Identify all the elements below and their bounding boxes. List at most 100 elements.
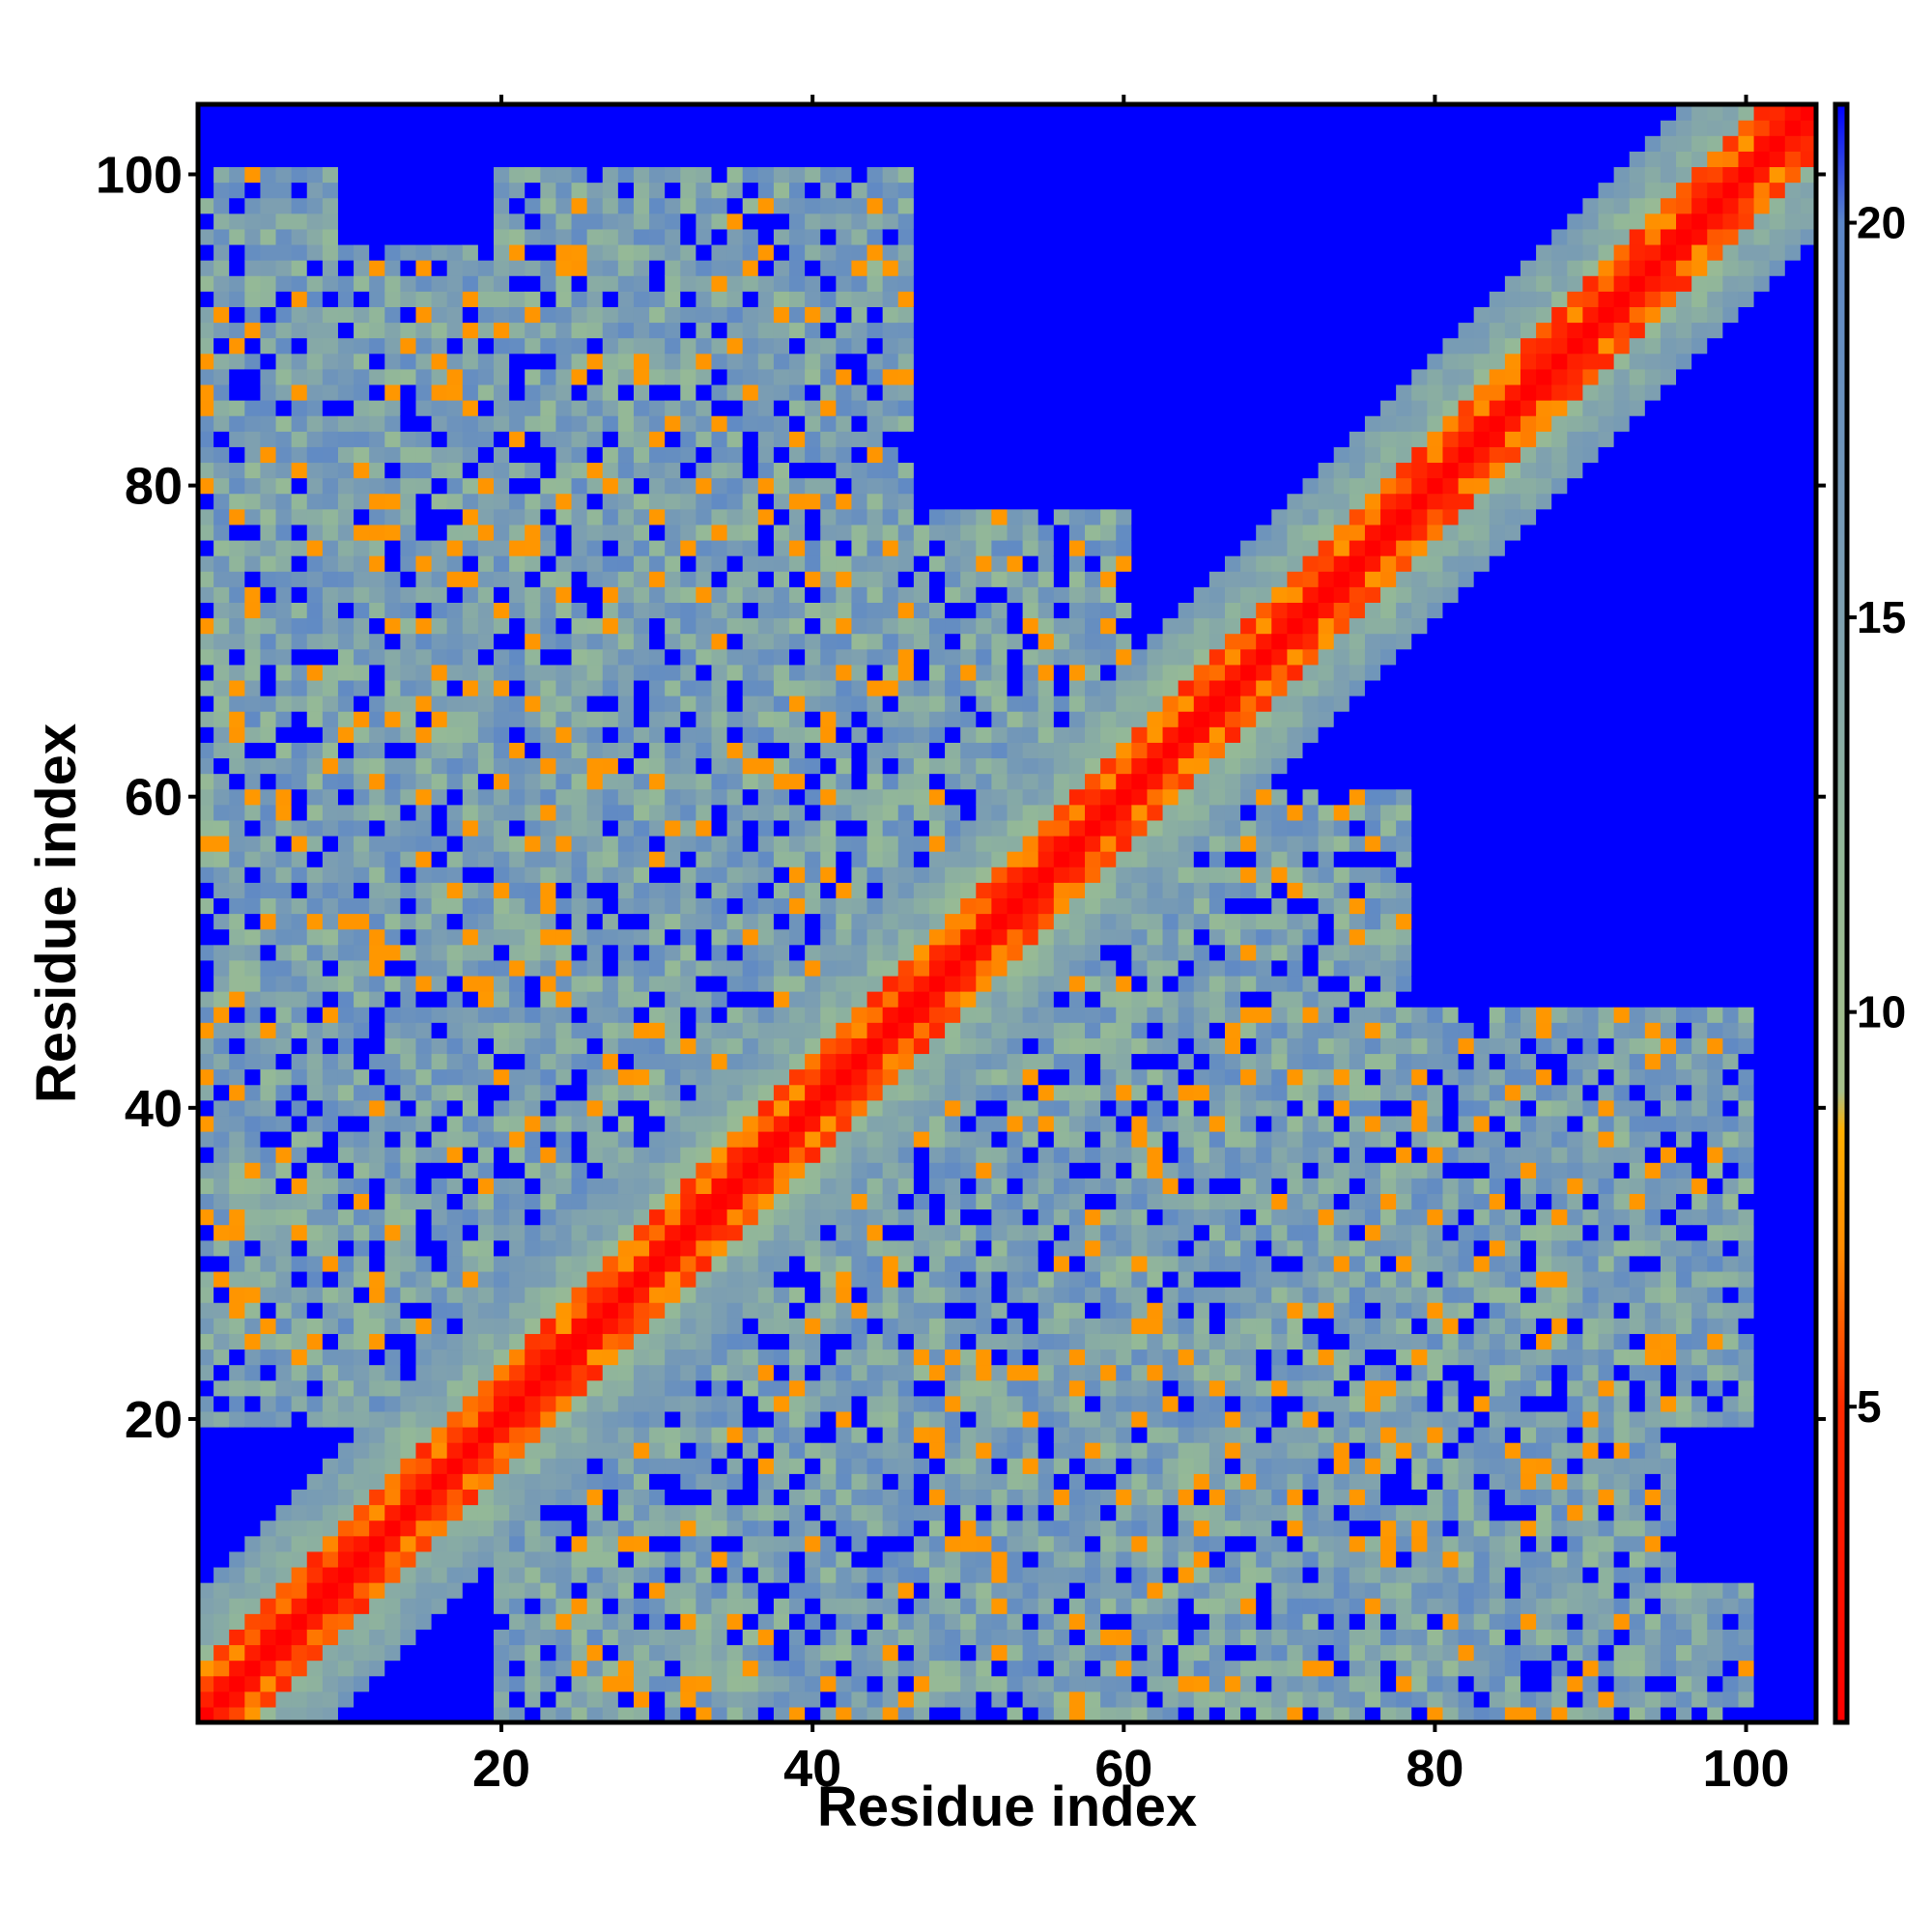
- heatmap-cell: [415, 135, 433, 152]
- heatmap-cell: [446, 1675, 464, 1692]
- heatmap-cell: [369, 1318, 385, 1334]
- heatmap-cell: [805, 120, 821, 136]
- heatmap-cell: [415, 1318, 433, 1334]
- heatmap-cell: [462, 275, 479, 292]
- heatmap-cell: [789, 975, 806, 992]
- heatmap-cell: [757, 166, 775, 184]
- heatmap-cell: [213, 1270, 230, 1288]
- heatmap-cell: [711, 1675, 728, 1692]
- heatmap-cell: [897, 555, 915, 572]
- heatmap-cell: [696, 1349, 713, 1366]
- heatmap-cell: [913, 213, 930, 230]
- heatmap-cell: [836, 1193, 853, 1210]
- heatmap-cell: [244, 228, 262, 245]
- heatmap-cell: [571, 182, 588, 199]
- heatmap-cell: [726, 1068, 744, 1086]
- heatmap-cell: [867, 726, 884, 743]
- heatmap-cell: [369, 135, 385, 152]
- heatmap-cell: [820, 1706, 837, 1723]
- heatmap-cell: [602, 835, 619, 852]
- heatmap-cell: [789, 1208, 806, 1226]
- heatmap-cell: [198, 897, 214, 915]
- heatmap-cell: [836, 726, 853, 743]
- heatmap-cell: [913, 104, 930, 121]
- heatmap-cell: [337, 1550, 355, 1568]
- heatmap-cell: [291, 337, 308, 355]
- heatmap-cell: [649, 788, 666, 806]
- heatmap-cell: [867, 1379, 884, 1397]
- heatmap-cell: [540, 353, 557, 370]
- heatmap-cell: [665, 1022, 681, 1038]
- heatmap-cell: [617, 306, 635, 324]
- heatmap-cell: [851, 291, 868, 307]
- heatmap-cell: [711, 213, 728, 230]
- heatmap-cell: [851, 1629, 868, 1646]
- heatmap-cell: [198, 773, 214, 790]
- heatmap-cell: [757, 617, 775, 635]
- heatmap-cell: [555, 726, 573, 743]
- heatmap-cell: [415, 1037, 433, 1055]
- heatmap-cell: [477, 711, 495, 727]
- heatmap-cell: [322, 135, 339, 152]
- heatmap-cell: [198, 1582, 214, 1599]
- heatmap-cell: [431, 944, 448, 961]
- heatmap-cell: [665, 462, 681, 479]
- heatmap-cell: [275, 913, 293, 930]
- heatmap-cell: [711, 555, 728, 572]
- heatmap-cell: [913, 742, 930, 759]
- heatmap-cell: [882, 555, 899, 572]
- heatmap-cell: [198, 337, 214, 355]
- heatmap-cell: [617, 788, 635, 806]
- heatmap-cell: [354, 135, 370, 152]
- heatmap-cell: [369, 1239, 385, 1257]
- heatmap-cell: [337, 322, 355, 339]
- heatmap-cell: [726, 1255, 744, 1272]
- heatmap-cell: [617, 664, 635, 681]
- heatmap-cell: [773, 1535, 790, 1552]
- heatmap-cell: [742, 1130, 759, 1148]
- heatmap-cell: [446, 1147, 464, 1163]
- heatmap-cell: [928, 648, 946, 666]
- heatmap-cell: [431, 1598, 448, 1614]
- heatmap-cell: [213, 897, 230, 915]
- heatmap-cell: [244, 1318, 262, 1334]
- heatmap-cell: [820, 243, 837, 261]
- heatmap-cell: [525, 633, 541, 650]
- heatmap-cell: [571, 1084, 588, 1101]
- heatmap-cell: [882, 213, 899, 230]
- heatmap-cell: [742, 1566, 759, 1583]
- heatmap-cell: [509, 228, 526, 245]
- heatmap-cell: [726, 1473, 744, 1491]
- heatmap-cell: [742, 213, 759, 230]
- heatmap-cell: [337, 1318, 355, 1334]
- heatmap-cell: [867, 477, 884, 495]
- heatmap-cell: [665, 1675, 681, 1692]
- heatmap-cell: [477, 1053, 495, 1070]
- heatmap-cell: [571, 1208, 588, 1226]
- heatmap-cell: [369, 773, 385, 790]
- heatmap-cell: [477, 851, 495, 867]
- heatmap-cell: [446, 1333, 464, 1350]
- heatmap-cell: [415, 322, 433, 339]
- heatmap-cell: [306, 368, 324, 385]
- heatmap-cell: [696, 1550, 713, 1568]
- heatmap-cell: [836, 586, 853, 603]
- heatmap-cell: [244, 384, 262, 401]
- heatmap-cell: [555, 368, 573, 385]
- heatmap-cell: [571, 1582, 588, 1599]
- heatmap-cell: [369, 415, 385, 432]
- heatmap-cell: [789, 726, 806, 743]
- heatmap-cell: [462, 1333, 479, 1350]
- heatmap-cell: [446, 1458, 464, 1474]
- heatmap-cell: [275, 586, 293, 603]
- heatmap-cell: [867, 648, 884, 666]
- heatmap-cell: [477, 679, 495, 696]
- heatmap-cell: [400, 757, 417, 775]
- heatmap-cell: [836, 1660, 853, 1677]
- heatmap-cell: [400, 928, 417, 946]
- heatmap-cell: [711, 197, 728, 214]
- heatmap-cell: [897, 602, 915, 619]
- heatmap-cell: [711, 524, 728, 541]
- heatmap-cell: [773, 400, 790, 416]
- heatmap-cell: [757, 120, 775, 136]
